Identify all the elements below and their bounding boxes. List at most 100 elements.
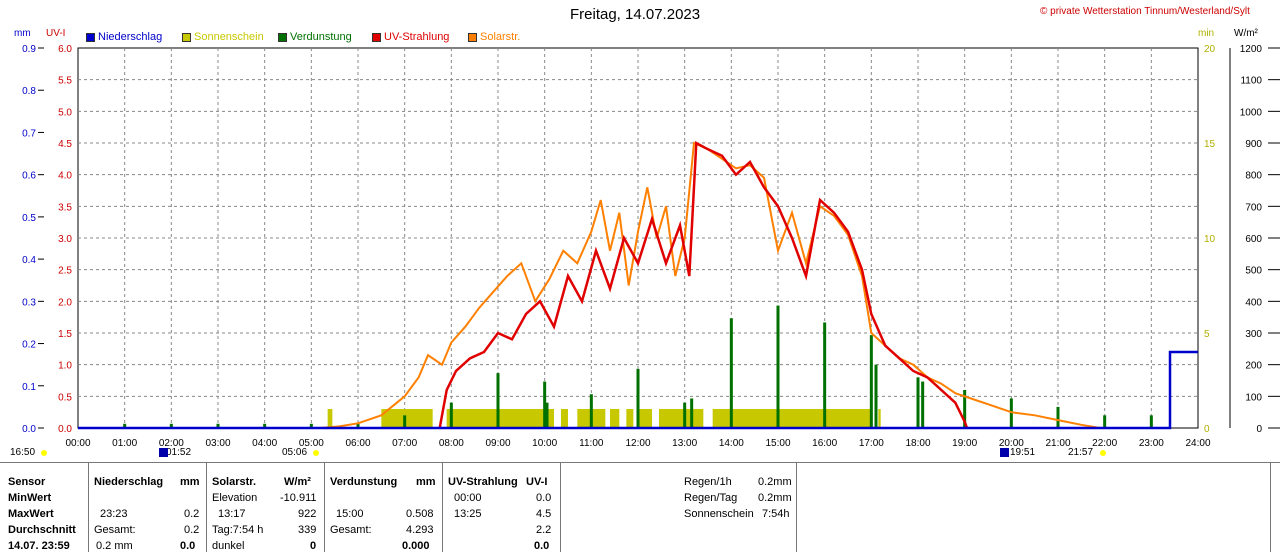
cell: Elevation — [212, 492, 258, 504]
row-label-avg: Durchschnitt — [8, 524, 76, 536]
min-tick-label: 20 — [1204, 44, 1216, 55]
legend-swatch — [278, 33, 287, 42]
moonset-label: 01:52 — [166, 447, 192, 458]
x-tick-label: 23:00 — [1139, 438, 1164, 449]
x-tick-label: 19:00 — [952, 438, 977, 449]
evaporation-bar — [216, 423, 220, 428]
x-tick-label: 24:00 — [1185, 438, 1210, 449]
cell: 0.508 — [406, 508, 434, 520]
x-tick-label: 10:00 — [532, 438, 557, 449]
uvi-tick-label: 4.5 — [58, 139, 72, 150]
uv-line — [438, 140, 969, 429]
evaporation-bar — [496, 373, 500, 428]
evaporation-bar — [874, 364, 878, 428]
wm2-tick-label: 500 — [1245, 266, 1262, 277]
uvi-tick-label: 6.0 — [58, 44, 72, 55]
uvi-tick-label: 0.0 — [58, 424, 72, 435]
x-tick-label: 05:00 — [299, 438, 324, 449]
weather-chart: 00:00 01:00 02:00 03:00 04:00 05:00 06:00 07:00… — [22, 44, 1280, 449]
wm2-tick-label: 700 — [1245, 202, 1262, 213]
wm2-tick-label: 1100 — [1240, 76, 1262, 87]
legend-swatch — [468, 33, 477, 42]
table-header-niederschlag: Niederschlag — [94, 476, 164, 488]
sunrise-label: 05:06 — [282, 447, 308, 458]
unit-niederschlag: mm — [180, 476, 200, 488]
sunshine-bar — [561, 409, 568, 428]
mm-tick-label: 0.8 — [22, 86, 36, 97]
axis-unit-min: min — [1198, 28, 1215, 39]
uvi-tick-label: 5.5 — [58, 76, 72, 87]
legend-label: Sonnenschein — [194, 31, 264, 43]
summary-value: 7:54h — [762, 508, 790, 520]
evaporation-bar — [449, 402, 453, 428]
sunshine-bar — [381, 409, 433, 428]
legend-label: Niederschlag — [98, 31, 163, 43]
uvi-tick-label: 0.5 — [58, 392, 72, 403]
uvi-tick-label: 4.0 — [58, 171, 72, 182]
table-top-border — [0, 462, 1280, 463]
evaporation-bar — [636, 368, 640, 428]
evaporation-bar — [263, 423, 267, 428]
legend-label: Solarstr. — [480, 31, 521, 43]
table-header-solar: Solarstr. — [212, 476, 257, 488]
sunshine-bar — [659, 409, 704, 428]
mm-tick-label: 0.1 — [22, 382, 36, 393]
cell: 0.000 — [402, 540, 430, 552]
x-tick-label: 12:00 — [625, 438, 650, 449]
mm-tick-label: 0.4 — [22, 255, 36, 266]
uvi-tick-label: 3.0 — [58, 234, 72, 245]
uvi-tick-label: 3.5 — [58, 202, 72, 213]
sun-icon — [1100, 450, 1106, 456]
x-tick-label: 06:00 — [345, 438, 370, 449]
x-tick-label: 04:00 — [252, 438, 277, 449]
evaporation-bar — [543, 381, 547, 428]
cell: 0.0 — [180, 540, 196, 552]
wm2-tick-label: 900 — [1245, 139, 1262, 150]
evaporation-bar — [1009, 398, 1013, 428]
uvi-tick-label: 2.0 — [58, 297, 72, 308]
cell: 0 — [310, 540, 317, 552]
sun-moon-icons — [41, 448, 1106, 457]
axis-unit-mm: mm — [14, 28, 31, 39]
cell: 339 — [298, 524, 317, 536]
wm2-tick-label: 1000 — [1240, 107, 1263, 118]
x-tick-label: 01:00 — [112, 438, 137, 449]
row-label-min: MinWert — [8, 492, 52, 504]
evaporation-bar — [823, 322, 827, 428]
cell: Gesamt: — [94, 524, 136, 536]
cell: 13:17 — [218, 508, 246, 520]
cell: 0.2 — [184, 524, 200, 536]
x-tick-label: 14:00 — [719, 438, 744, 449]
mm-tick-label: 0.2 — [22, 340, 36, 351]
axis-unit-wm2: W/m² — [1234, 28, 1258, 39]
x-tick-label: 02:00 — [159, 438, 184, 449]
evaporation-bar — [921, 381, 925, 428]
table-header-verdunstung: Verdunstung — [330, 476, 398, 488]
mm-tick-label: 0.5 — [22, 213, 36, 224]
evaporation-bar — [776, 305, 780, 428]
sunshine-bar — [446, 409, 554, 428]
sunshine-bar — [327, 409, 333, 428]
cell: Tag:7:54 h — [212, 524, 264, 536]
cell: 13:25 — [454, 508, 482, 520]
chart-grid — [77, 47, 1199, 429]
wm2-tick-label: 0 — [1256, 424, 1262, 435]
row-label-current: 14.07. 23:59 — [8, 540, 70, 552]
unit-uv: UV-I — [526, 476, 548, 488]
summary-label: Sonnenschein — [684, 508, 754, 520]
sunset-label: 21:57 — [1068, 447, 1094, 458]
cell: 0.2 — [184, 508, 200, 520]
cell: 0.0 — [536, 492, 552, 504]
min-tick-label: 15 — [1204, 139, 1216, 150]
cell: -10.911 — [280, 492, 317, 504]
cell: 0.0 — [534, 540, 550, 552]
legend-swatch — [372, 33, 381, 42]
cell: 23:23 — [100, 508, 128, 520]
sunshine-bar — [638, 409, 652, 428]
evaporation-bar — [545, 402, 549, 428]
precipitation-line — [78, 350, 1198, 430]
x-tick-label: 13:00 — [672, 438, 697, 449]
x-tick-label: 03:00 — [205, 438, 230, 449]
cell: 922 — [298, 508, 317, 520]
wm2-tick-label: 300 — [1245, 329, 1262, 340]
